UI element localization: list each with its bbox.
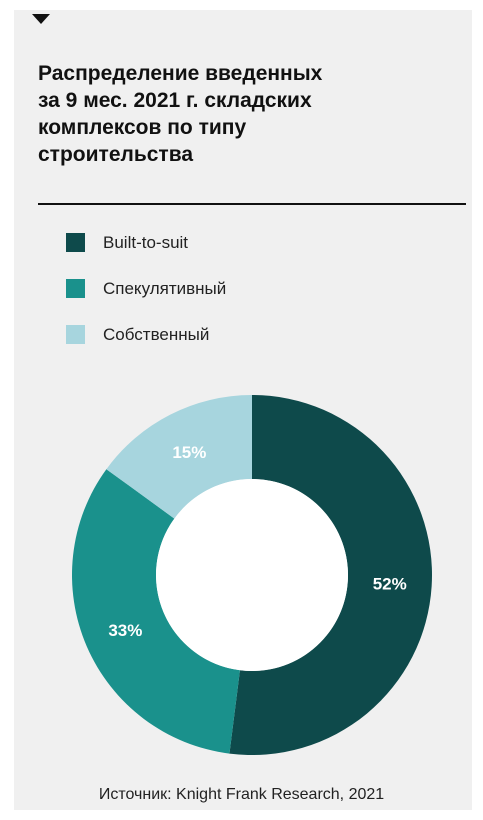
legend-swatch-own: [66, 325, 85, 344]
slice-label-own: 15%: [172, 443, 206, 462]
title-line-2: за 9 мес. 2021 г. складских: [38, 89, 312, 112]
chart-title: Распределение введенных за 9 мес. 2021 г…: [38, 60, 448, 168]
donut-hole: [156, 479, 348, 671]
caret-down-icon: [32, 14, 50, 24]
title-line-3: комплексов по типу: [38, 116, 247, 139]
slice-speculative: [71, 469, 240, 754]
legend-swatch-built-to-suit: [66, 233, 85, 252]
title-line-1: Распределение введенных: [38, 62, 323, 85]
legend-label-own: Собственный: [103, 324, 210, 344]
legend-label-built-to-suit: Built-to-suit: [103, 232, 189, 252]
legend-item-own: Собственный: [66, 322, 226, 347]
legend-swatch-speculative: [66, 279, 85, 298]
source-note: Источник: Knight Frank Research, 2021: [98, 786, 385, 803]
legend: Built-to-suit Спекулятивный Собственный: [66, 230, 226, 368]
legend-item-speculative: Спекулятивный: [66, 276, 226, 301]
title-divider: [38, 203, 466, 205]
slice-label-built-to-suit: 52%: [373, 575, 407, 594]
legend-item-built-to-suit: Built-to-suit: [66, 230, 226, 255]
legend-label-speculative: Спекулятивный: [103, 278, 227, 298]
slice-own: [106, 395, 252, 519]
title-line-4: строительства: [38, 143, 194, 166]
slice-label-speculative: 33%: [108, 621, 142, 640]
slice-built-to-suit: [229, 395, 432, 755]
